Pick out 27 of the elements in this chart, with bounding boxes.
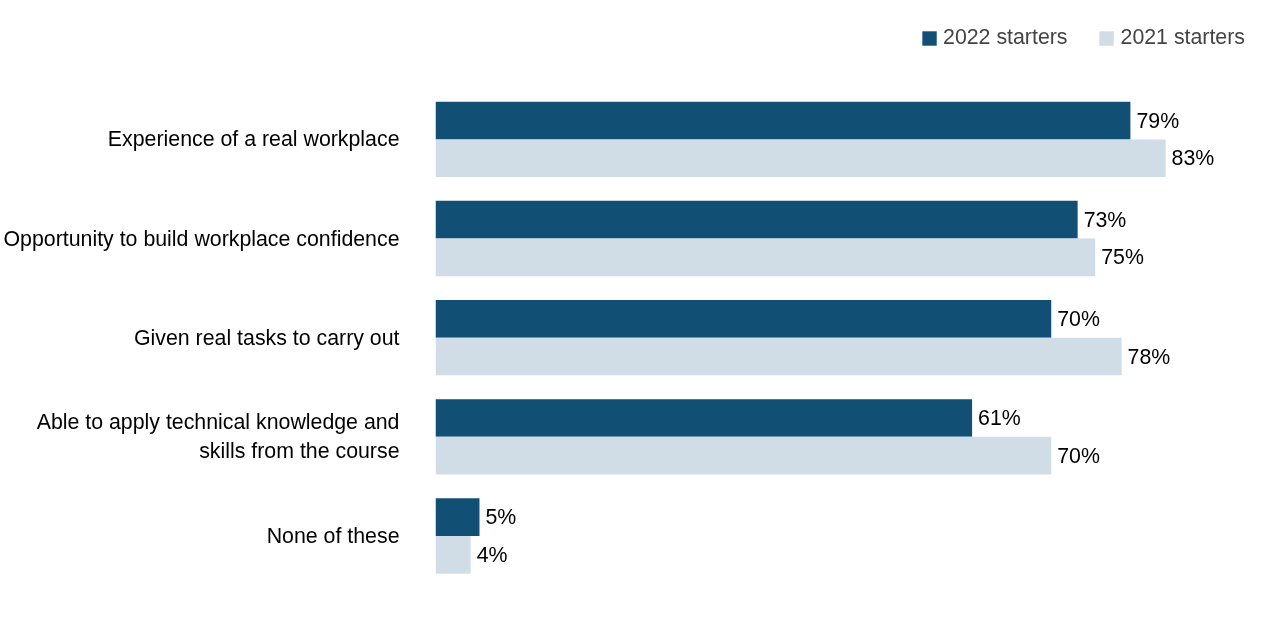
bar — [435, 300, 1052, 338]
bar — [435, 101, 1131, 140]
legend-label: 2022 starters — [943, 25, 1068, 50]
bar — [435, 238, 1096, 277]
bar — [435, 200, 1078, 239]
y-tick-label: Opportunity to build workplace confidence — [3, 226, 400, 251]
legend-label: 2021 starters — [1120, 25, 1245, 50]
bar — [435, 139, 1166, 178]
data-label: 83% — [1171, 146, 1215, 171]
data-label: 61% — [978, 405, 1021, 430]
bar — [435, 337, 1122, 376]
data-label: 5% — [485, 505, 517, 530]
data-label: 73% — [1083, 207, 1127, 232]
bar — [435, 436, 1052, 475]
y-tick-label: Able to apply technical knowledge and skills from the course — [36, 410, 400, 464]
data-label: 79% — [1136, 108, 1180, 133]
bar — [435, 498, 480, 536]
data-label: 70% — [1057, 443, 1100, 468]
y-tick-label: Experience of a real workplace — [107, 127, 400, 152]
data-label: 75% — [1101, 245, 1144, 270]
y-tick-label: Given real tasks to carry out — [133, 325, 400, 350]
data-label: 4% — [476, 542, 508, 567]
y-tick-label: None of these — [266, 523, 400, 548]
data-label: 70% — [1057, 306, 1100, 331]
bar — [435, 399, 973, 437]
bar — [435, 535, 471, 574]
data-label: 78% — [1127, 344, 1171, 369]
